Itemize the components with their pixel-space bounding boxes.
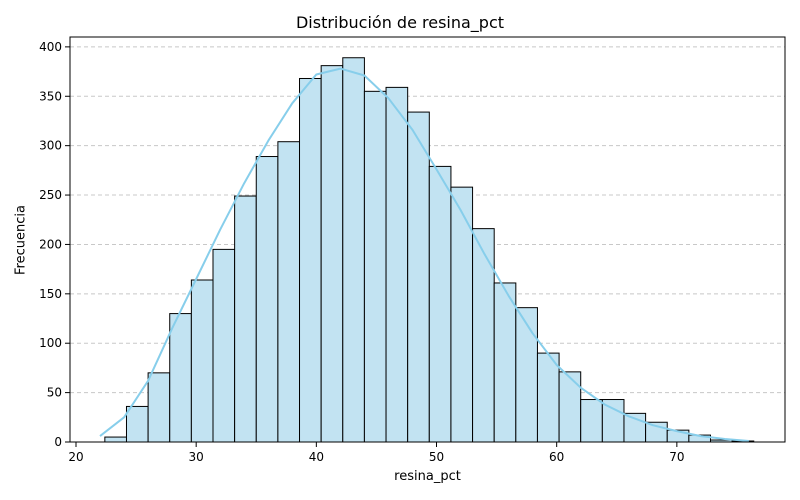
y-tick-label: 300 [39,139,62,153]
y-tick-label: 50 [47,386,62,400]
kde-curve [99,67,749,442]
histogram-bar [104,436,127,443]
y-tick-label: 250 [39,188,62,202]
y-tick-label: 350 [39,89,62,103]
x-axis-label: resina_pct [394,469,461,484]
histogram-bar [428,165,452,443]
histogram-bar [580,399,603,443]
x-tick-label: 70 [669,450,684,464]
histogram-bar [385,86,409,443]
histogram-bar [320,65,344,443]
histogram-bar [125,405,149,443]
x-tick-label: 20 [68,450,83,464]
y-tick-label: 200 [39,237,62,251]
y-tick-label: 150 [39,287,62,301]
x-tick-label: 50 [429,450,444,464]
histogram-bar [147,372,171,443]
histogram-bar [407,111,430,443]
y-tick-label: 0 [54,435,62,449]
histogram-bar [277,141,301,443]
histogram-bar [299,77,322,443]
histogram-bar [536,352,560,443]
y-tick-label: 100 [39,336,62,350]
x-tick-label: 30 [189,450,204,464]
x-tick-label: 40 [309,450,324,464]
y-tick-label: 400 [39,40,62,54]
histogram-bar [363,90,387,443]
histogram-bar [212,248,236,443]
histogram-bar [234,195,257,443]
histogram-bar [169,313,192,443]
histogram-bar [515,307,538,443]
histogram-bar [558,371,582,443]
chart-title: Distribución de resina_pct [295,13,505,32]
plot-frame [69,36,786,443]
histogram-bar [190,279,214,443]
histogram-bar [342,57,365,443]
histogram-bar [255,156,279,443]
histogram-bar [472,228,495,443]
histogram-bar [493,282,517,443]
x-tick-label: 60 [549,450,564,464]
